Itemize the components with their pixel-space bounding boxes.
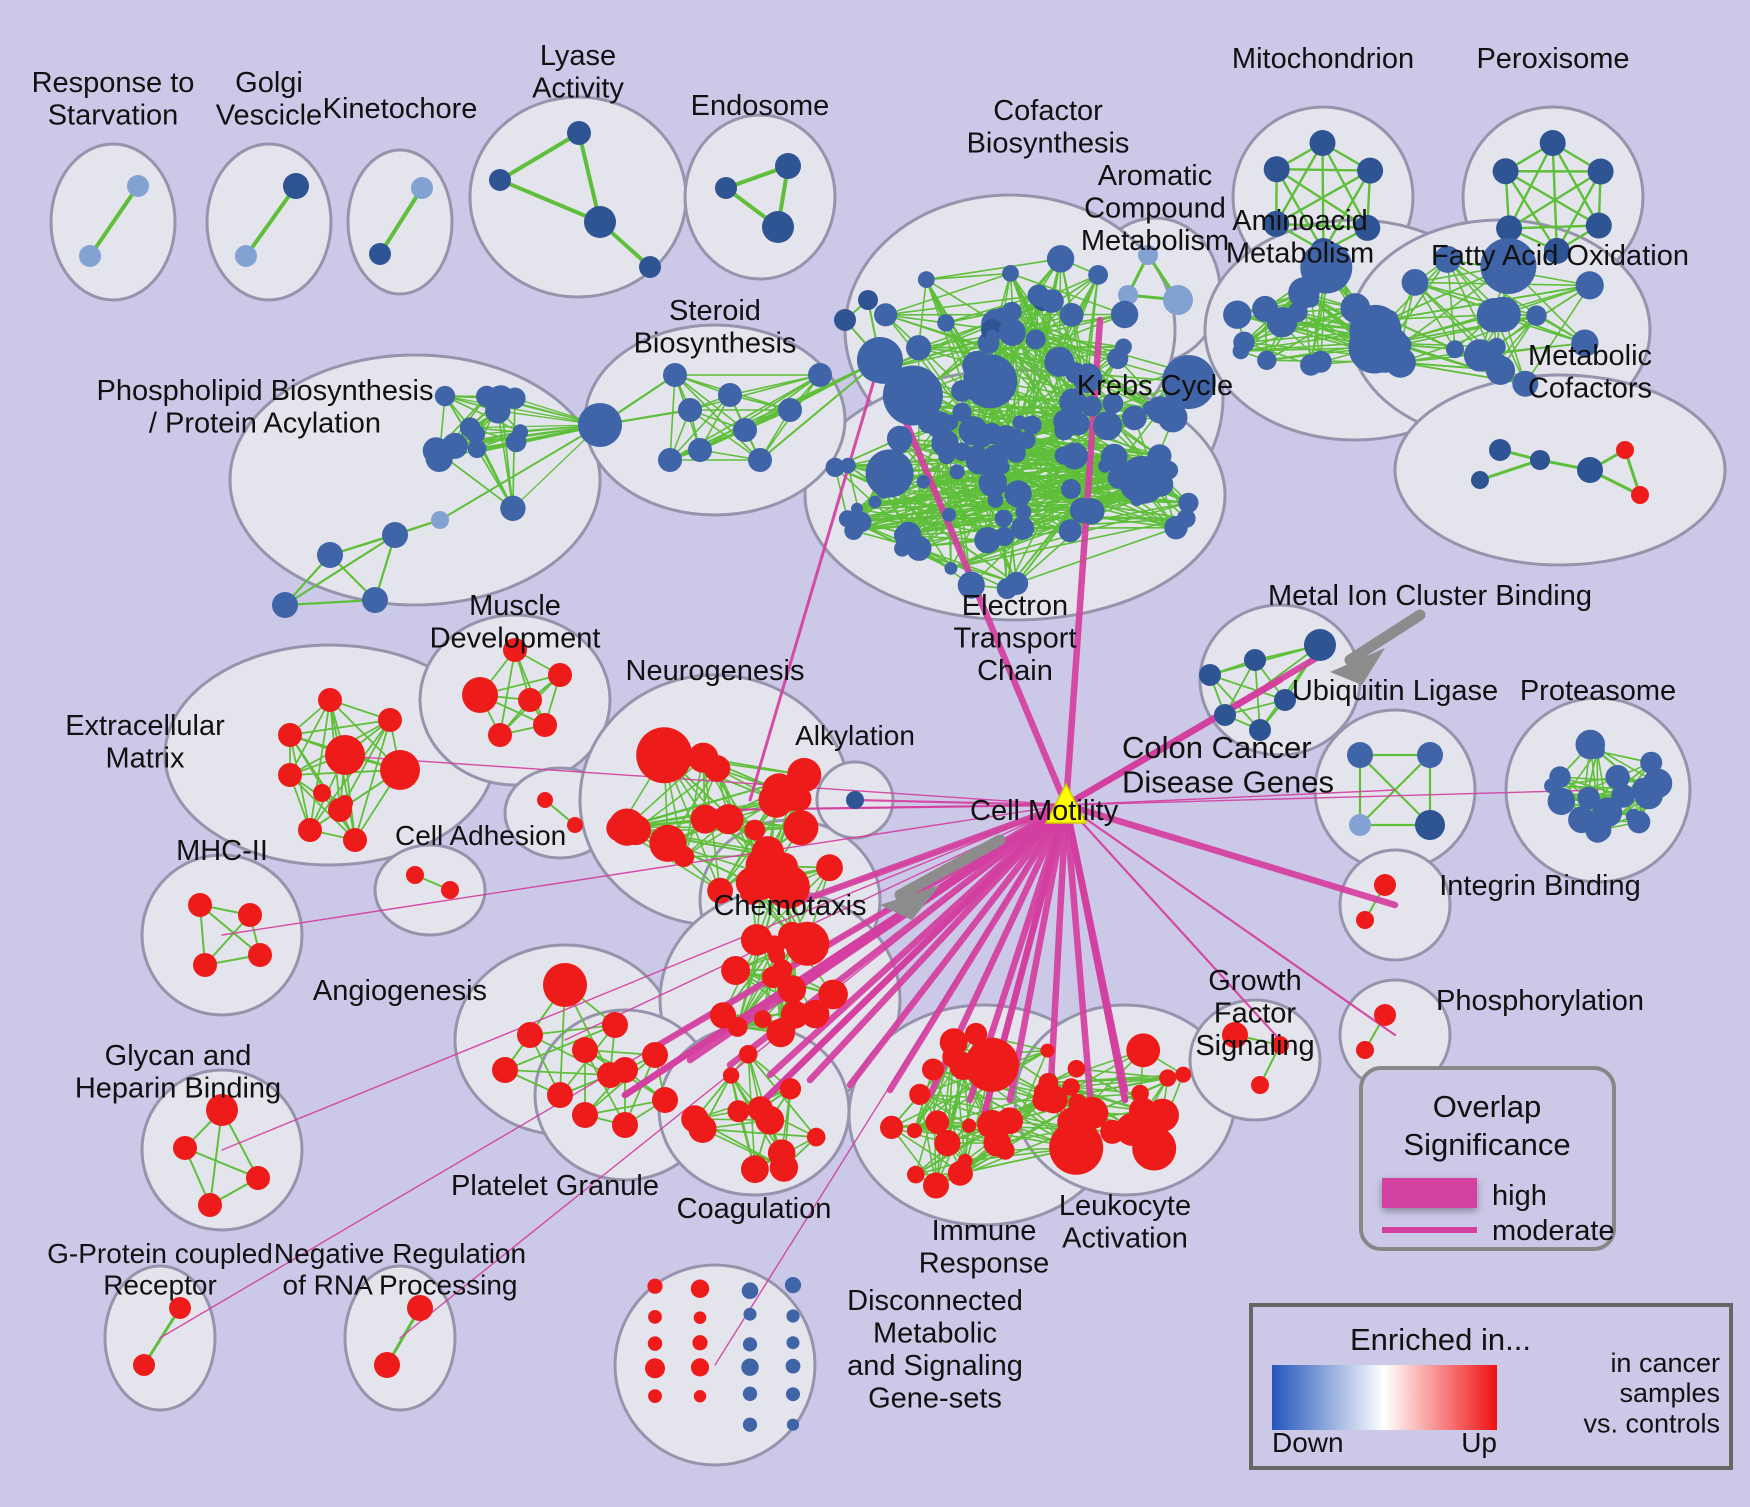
svg-text:Significance: Significance — [1403, 1127, 1570, 1162]
svg-text:Down: Down — [1272, 1427, 1344, 1458]
svg-text:moderate: moderate — [1492, 1215, 1615, 1247]
svg-text:Phosphorylation: Phosphorylation — [1436, 985, 1644, 1017]
svg-text:Ubiquitin Ligase: Ubiquitin Ligase — [1292, 675, 1498, 707]
svg-text:Integrin Binding: Integrin Binding — [1439, 870, 1641, 902]
svg-text:Overlap: Overlap — [1433, 1089, 1542, 1124]
svg-text:Endosome: Endosome — [691, 90, 830, 122]
svg-text:Cell Adhesion: Cell Adhesion — [395, 820, 566, 851]
svg-text:high: high — [1492, 1180, 1547, 1212]
svg-text:Proteasome: Proteasome — [1520, 675, 1676, 707]
svg-text:Cell Motility: Cell Motility — [970, 795, 1119, 827]
svg-text:Mitochondrion: Mitochondrion — [1232, 43, 1414, 75]
svg-text:Angiogenesis: Angiogenesis — [313, 975, 487, 1007]
svg-text:Platelet Granule: Platelet Granule — [451, 1170, 659, 1202]
svg-text:Peroxisome: Peroxisome — [1476, 43, 1629, 75]
svg-text:Kinetochore: Kinetochore — [323, 93, 478, 125]
svg-text:Neurogenesis: Neurogenesis — [626, 655, 805, 687]
svg-text:Metal Ion Cluster Binding: Metal Ion Cluster Binding — [1268, 580, 1592, 612]
svg-text:Alkylation: Alkylation — [795, 720, 915, 751]
svg-text:Coagulation: Coagulation — [677, 1193, 832, 1225]
svg-text:MHC-II: MHC-II — [176, 835, 268, 867]
svg-text:Krebs Cycle: Krebs Cycle — [1077, 370, 1233, 402]
svg-text:Chemotaxis: Chemotaxis — [713, 890, 866, 922]
svg-text:Up: Up — [1461, 1427, 1497, 1458]
svg-text:Enriched in...: Enriched in... — [1350, 1322, 1531, 1357]
svg-text:Fatty Acid Oxidation: Fatty Acid Oxidation — [1431, 240, 1689, 272]
